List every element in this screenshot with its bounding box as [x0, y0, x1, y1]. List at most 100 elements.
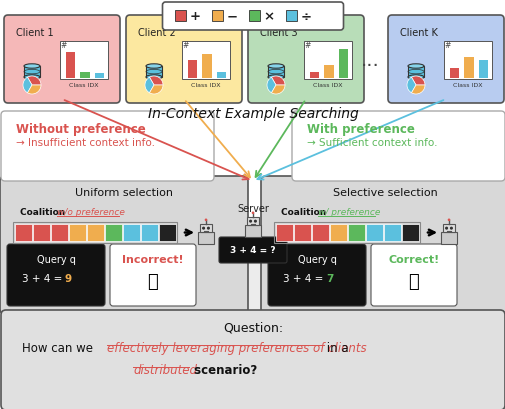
- FancyBboxPatch shape: [1, 310, 504, 409]
- Bar: [217, 72, 226, 79]
- Text: 🧑: 🧑: [408, 272, 419, 290]
- Text: → Insufficient context info.: → Insufficient context info.: [16, 138, 155, 148]
- Circle shape: [201, 227, 205, 230]
- Bar: [440, 232, 457, 245]
- Text: #: #: [304, 40, 310, 49]
- Text: 9: 9: [65, 273, 72, 283]
- Circle shape: [251, 212, 254, 215]
- Text: #: #: [60, 40, 66, 49]
- FancyBboxPatch shape: [387, 16, 503, 104]
- Bar: [478, 61, 487, 79]
- Bar: [175, 11, 186, 22]
- Bar: [33, 225, 50, 241]
- Circle shape: [248, 220, 251, 223]
- Bar: [123, 225, 140, 241]
- Bar: [187, 61, 196, 79]
- Text: Coalition: Coalition: [20, 208, 68, 217]
- FancyBboxPatch shape: [7, 245, 105, 306]
- Bar: [464, 58, 473, 79]
- Ellipse shape: [268, 65, 283, 69]
- Bar: [87, 225, 104, 241]
- Text: Without preference: Without preference: [16, 123, 145, 136]
- Bar: [383, 225, 400, 241]
- Text: 3 + 4 = ?: 3 + 4 = ?: [230, 246, 275, 255]
- Bar: [309, 72, 318, 79]
- Text: Client 3: Client 3: [260, 28, 297, 38]
- Bar: [60, 42, 108, 80]
- Bar: [275, 225, 292, 241]
- Ellipse shape: [407, 76, 423, 80]
- Bar: [212, 11, 223, 22]
- Wedge shape: [267, 78, 275, 94]
- Text: Client 2: Client 2: [138, 28, 175, 38]
- Bar: [338, 50, 347, 79]
- Text: 3 + 4 =: 3 + 4 =: [282, 273, 326, 283]
- Text: How can we: How can we: [22, 341, 96, 354]
- Circle shape: [207, 227, 210, 230]
- Bar: [443, 42, 491, 80]
- Text: Incorrect!: Incorrect!: [122, 254, 183, 264]
- FancyBboxPatch shape: [291, 112, 504, 182]
- Bar: [202, 55, 211, 79]
- Text: Query q: Query q: [36, 254, 75, 264]
- Text: Class IDX: Class IDX: [191, 83, 220, 88]
- Text: Class IDX: Class IDX: [452, 83, 482, 88]
- Bar: [448, 69, 458, 79]
- Text: Server: Server: [237, 204, 268, 213]
- Text: Correct!: Correct!: [388, 254, 439, 264]
- Wedge shape: [27, 77, 41, 86]
- Text: −: −: [226, 11, 237, 23]
- FancyBboxPatch shape: [219, 237, 286, 263]
- Text: distributed: distributed: [133, 363, 196, 376]
- FancyBboxPatch shape: [126, 16, 241, 104]
- Wedge shape: [271, 86, 284, 95]
- Bar: [80, 72, 89, 79]
- Ellipse shape: [407, 65, 423, 69]
- FancyBboxPatch shape: [110, 245, 195, 306]
- Bar: [246, 217, 259, 225]
- Bar: [365, 225, 382, 241]
- Bar: [182, 42, 230, 80]
- Ellipse shape: [146, 65, 162, 69]
- Text: Class IDX: Class IDX: [69, 83, 98, 88]
- Bar: [159, 225, 176, 241]
- Text: Coalition: Coalition: [280, 208, 329, 217]
- FancyBboxPatch shape: [162, 3, 343, 31]
- Text: → Sufficient context info.: → Sufficient context info.: [307, 138, 437, 148]
- Bar: [347, 225, 364, 241]
- Bar: [69, 225, 86, 241]
- Wedge shape: [149, 86, 163, 95]
- Bar: [15, 225, 32, 241]
- Bar: [286, 11, 297, 22]
- Text: w/o preference: w/o preference: [57, 208, 125, 217]
- Text: With preference: With preference: [307, 123, 414, 136]
- Text: #: #: [443, 40, 449, 49]
- Text: Client 1: Client 1: [16, 28, 54, 38]
- FancyBboxPatch shape: [4, 16, 120, 104]
- Bar: [244, 225, 261, 237]
- Circle shape: [205, 219, 207, 222]
- Ellipse shape: [146, 76, 162, 80]
- FancyBboxPatch shape: [261, 177, 505, 314]
- Text: ÷: ÷: [300, 11, 311, 23]
- Wedge shape: [411, 77, 424, 86]
- Text: #: #: [182, 40, 188, 49]
- Circle shape: [449, 227, 452, 230]
- Bar: [197, 232, 214, 245]
- Bar: [401, 225, 418, 241]
- Text: 🧑: 🧑: [147, 272, 158, 290]
- Text: In-Context Example Searching: In-Context Example Searching: [147, 107, 358, 121]
- Wedge shape: [145, 78, 154, 94]
- Text: Client K: Client K: [399, 28, 437, 38]
- FancyBboxPatch shape: [1, 112, 214, 182]
- Wedge shape: [149, 77, 163, 86]
- Bar: [146, 67, 162, 78]
- Text: in a: in a: [322, 341, 348, 354]
- Bar: [249, 11, 260, 22]
- FancyBboxPatch shape: [247, 16, 363, 104]
- Bar: [304, 42, 351, 80]
- Bar: [105, 225, 122, 241]
- Bar: [312, 225, 328, 241]
- Text: Class IDX: Class IDX: [313, 83, 342, 88]
- FancyBboxPatch shape: [0, 177, 247, 314]
